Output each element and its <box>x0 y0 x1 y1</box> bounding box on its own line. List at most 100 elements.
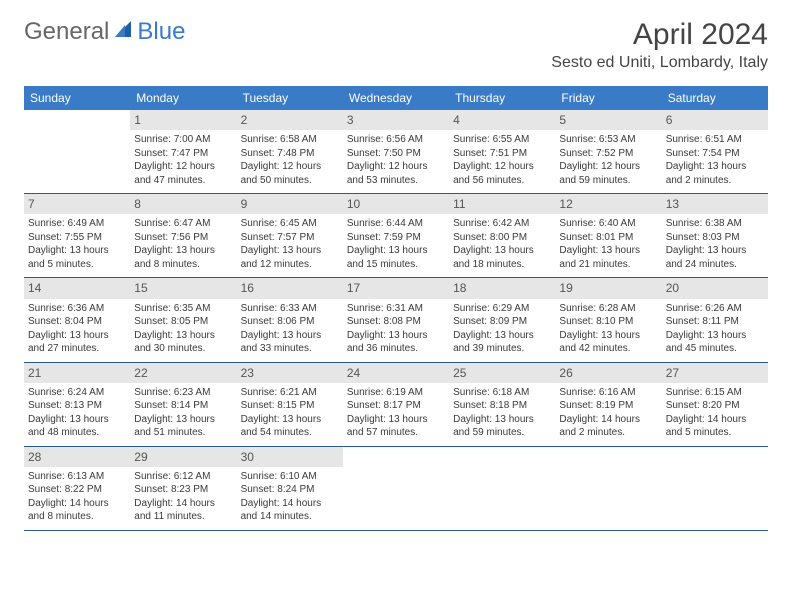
daylight1-text: Daylight: 13 hours <box>28 244 126 258</box>
daylight1-text: Daylight: 12 hours <box>347 160 445 174</box>
sunset-text: Sunset: 8:18 PM <box>453 399 551 413</box>
weekday-header: Wednesday <box>343 86 449 110</box>
logo-text-blue: Blue <box>137 18 185 46</box>
day-number: 20 <box>662 278 768 298</box>
daylight1-text: Daylight: 14 hours <box>666 413 764 427</box>
daylight2-text: and 42 minutes. <box>559 342 657 356</box>
daylight1-text: Daylight: 12 hours <box>453 160 551 174</box>
day-number: 21 <box>24 363 130 383</box>
calendar-day-cell: 5Sunrise: 6:53 AMSunset: 7:52 PMDaylight… <box>555 110 661 194</box>
daylight1-text: Daylight: 14 hours <box>134 497 232 511</box>
daylight1-text: Daylight: 13 hours <box>241 244 339 258</box>
calendar-day-cell: 9Sunrise: 6:45 AMSunset: 7:57 PMDaylight… <box>237 194 343 278</box>
calendar-day-cell: 22Sunrise: 6:23 AMSunset: 8:14 PMDayligh… <box>130 362 236 446</box>
day-number: 15 <box>130 278 236 298</box>
sunrise-text: Sunrise: 6:28 AM <box>559 302 657 316</box>
daylight2-text: and 8 minutes. <box>134 258 232 272</box>
calendar-week-row: 1Sunrise: 7:00 AMSunset: 7:47 PMDaylight… <box>24 110 768 194</box>
logo-sail-icon <box>113 18 133 46</box>
weekday-header-row: Sunday Monday Tuesday Wednesday Thursday… <box>24 86 768 110</box>
sunrise-text: Sunrise: 6:10 AM <box>241 470 339 484</box>
sunrise-text: Sunrise: 6:45 AM <box>241 217 339 231</box>
calendar-day-cell: 13Sunrise: 6:38 AMSunset: 8:03 PMDayligh… <box>662 194 768 278</box>
daylight1-text: Daylight: 13 hours <box>666 160 764 174</box>
calendar-day-cell: 6Sunrise: 6:51 AMSunset: 7:54 PMDaylight… <box>662 110 768 194</box>
day-number: 29 <box>130 447 236 467</box>
sunrise-text: Sunrise: 6:42 AM <box>453 217 551 231</box>
daylight1-text: Daylight: 13 hours <box>134 244 232 258</box>
calendar-day-cell: 30Sunrise: 6:10 AMSunset: 8:24 PMDayligh… <box>237 446 343 530</box>
calendar-day-cell: 23Sunrise: 6:21 AMSunset: 8:15 PMDayligh… <box>237 362 343 446</box>
sunrise-text: Sunrise: 6:24 AM <box>28 386 126 400</box>
sunrise-text: Sunrise: 6:58 AM <box>241 133 339 147</box>
sunrise-text: Sunrise: 6:13 AM <box>28 470 126 484</box>
daylight2-text: and 14 minutes. <box>241 510 339 524</box>
calendar-day-cell <box>24 110 130 194</box>
daylight2-text: and 2 minutes. <box>666 174 764 188</box>
weekday-header: Sunday <box>24 86 130 110</box>
sunset-text: Sunset: 8:06 PM <box>241 315 339 329</box>
daylight1-text: Daylight: 13 hours <box>347 329 445 343</box>
daylight2-text: and 59 minutes. <box>559 174 657 188</box>
daylight2-text: and 51 minutes. <box>134 426 232 440</box>
daylight1-text: Daylight: 13 hours <box>666 244 764 258</box>
location-subtitle: Sesto ed Uniti, Lombardy, Italy <box>551 54 768 72</box>
sunrise-text: Sunrise: 6:35 AM <box>134 302 232 316</box>
day-number: 10 <box>343 194 449 214</box>
day-number: 13 <box>662 194 768 214</box>
calendar-day-cell: 8Sunrise: 6:47 AMSunset: 7:56 PMDaylight… <box>130 194 236 278</box>
daylight2-text: and 47 minutes. <box>134 174 232 188</box>
calendar-day-cell: 1Sunrise: 7:00 AMSunset: 7:47 PMDaylight… <box>130 110 236 194</box>
sunset-text: Sunset: 8:04 PM <box>28 315 126 329</box>
weekday-header: Friday <box>555 86 661 110</box>
calendar-day-cell: 19Sunrise: 6:28 AMSunset: 8:10 PMDayligh… <box>555 278 661 362</box>
sunset-text: Sunset: 7:57 PM <box>241 231 339 245</box>
sunset-text: Sunset: 8:13 PM <box>28 399 126 413</box>
daylight1-text: Daylight: 13 hours <box>347 413 445 427</box>
month-title: April 2024 <box>551 18 768 52</box>
sunset-text: Sunset: 7:47 PM <box>134 147 232 161</box>
daylight1-text: Daylight: 12 hours <box>559 160 657 174</box>
title-block: April 2024 Sesto ed Uniti, Lombardy, Ita… <box>551 18 768 72</box>
weekday-header: Monday <box>130 86 236 110</box>
sunset-text: Sunset: 8:24 PM <box>241 483 339 497</box>
sunrise-text: Sunrise: 6:31 AM <box>347 302 445 316</box>
sunrise-text: Sunrise: 6:26 AM <box>666 302 764 316</box>
daylight2-text: and 39 minutes. <box>453 342 551 356</box>
calendar-day-cell: 27Sunrise: 6:15 AMSunset: 8:20 PMDayligh… <box>662 362 768 446</box>
day-number: 22 <box>130 363 236 383</box>
daylight2-text: and 50 minutes. <box>241 174 339 188</box>
sunset-text: Sunset: 8:15 PM <box>241 399 339 413</box>
daylight1-text: Daylight: 13 hours <box>28 413 126 427</box>
daylight1-text: Daylight: 13 hours <box>28 329 126 343</box>
sunrise-text: Sunrise: 6:12 AM <box>134 470 232 484</box>
sunrise-text: Sunrise: 6:21 AM <box>241 386 339 400</box>
daylight2-text: and 45 minutes. <box>666 342 764 356</box>
sunrise-text: Sunrise: 6:18 AM <box>453 386 551 400</box>
sunset-text: Sunset: 7:55 PM <box>28 231 126 245</box>
sunrise-text: Sunrise: 6:51 AM <box>666 133 764 147</box>
calendar-day-cell: 17Sunrise: 6:31 AMSunset: 8:08 PMDayligh… <box>343 278 449 362</box>
day-number: 7 <box>24 194 130 214</box>
day-number: 14 <box>24 278 130 298</box>
day-number: 4 <box>449 110 555 130</box>
calendar-day-cell: 26Sunrise: 6:16 AMSunset: 8:19 PMDayligh… <box>555 362 661 446</box>
day-number: 5 <box>555 110 661 130</box>
calendar-day-cell: 2Sunrise: 6:58 AMSunset: 7:48 PMDaylight… <box>237 110 343 194</box>
daylight1-text: Daylight: 12 hours <box>241 160 339 174</box>
sunrise-text: Sunrise: 7:00 AM <box>134 133 232 147</box>
logo-text-general: General <box>24 18 109 46</box>
calendar-day-cell: 11Sunrise: 6:42 AMSunset: 8:00 PMDayligh… <box>449 194 555 278</box>
day-number: 12 <box>555 194 661 214</box>
sunset-text: Sunset: 8:10 PM <box>559 315 657 329</box>
calendar-day-cell: 16Sunrise: 6:33 AMSunset: 8:06 PMDayligh… <box>237 278 343 362</box>
sunset-text: Sunset: 7:54 PM <box>666 147 764 161</box>
sunset-text: Sunset: 8:03 PM <box>666 231 764 245</box>
sunrise-text: Sunrise: 6:56 AM <box>347 133 445 147</box>
weekday-header: Saturday <box>662 86 768 110</box>
calendar-week-row: 7Sunrise: 6:49 AMSunset: 7:55 PMDaylight… <box>24 194 768 278</box>
sunrise-text: Sunrise: 6:15 AM <box>666 386 764 400</box>
day-number: 30 <box>237 447 343 467</box>
sunrise-text: Sunrise: 6:49 AM <box>28 217 126 231</box>
sunset-text: Sunset: 8:20 PM <box>666 399 764 413</box>
